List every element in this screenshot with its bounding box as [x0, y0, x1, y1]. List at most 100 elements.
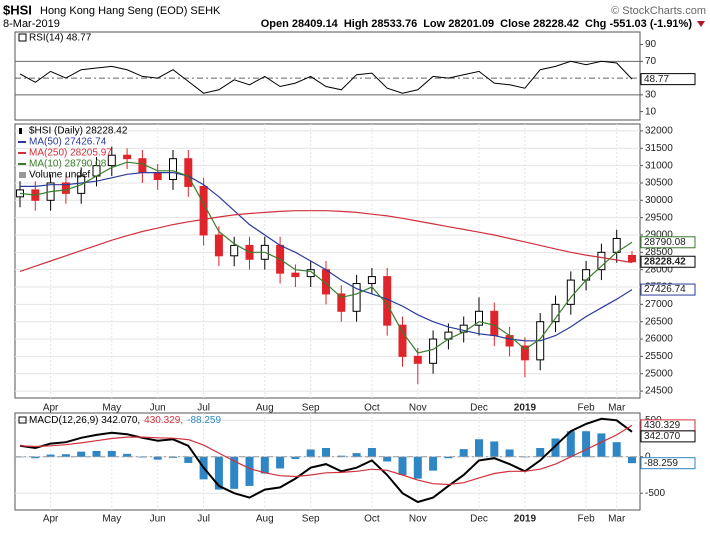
- histogram-bar: [260, 456, 269, 474]
- candle-body: [199, 185, 208, 236]
- histogram-bar: [169, 456, 177, 458]
- value-tag-box: [640, 236, 696, 249]
- candle-body: [230, 244, 239, 257]
- histogram-bar: [383, 456, 392, 462]
- candle-body: [214, 234, 223, 257]
- candle-body: [597, 251, 606, 271]
- candle-body: [490, 310, 499, 337]
- down-arrow: [697, 21, 705, 27]
- candle-body: [628, 254, 636, 263]
- x-tick-label: Feb: [577, 403, 595, 414]
- histogram-bar: [612, 442, 621, 457]
- x-tick-label: Oct: [364, 403, 380, 414]
- y-tick-label: 24500: [645, 386, 673, 397]
- histogram-bar: [367, 448, 376, 457]
- histogram-bar: [582, 431, 591, 457]
- x-tick-label: Nov: [409, 403, 427, 414]
- legend-label: $HSI (Daily) 28228.42: [29, 126, 128, 137]
- y-tick-label: 25500: [645, 351, 673, 362]
- histogram-bar: [429, 456, 438, 471]
- annotation: Volume undef: [29, 170, 90, 181]
- y-tick-label: 30500: [645, 178, 673, 189]
- x-tick-label: Mar: [608, 514, 626, 525]
- y-tick-label: 0: [645, 451, 651, 462]
- histogram-bar: [230, 456, 239, 489]
- value-tag-box: [640, 73, 696, 86]
- x-tick-label: Jul: [197, 514, 210, 525]
- quote-item: Chg -551.03 (-1.91%): [585, 18, 692, 30]
- candle-body: [566, 279, 575, 305]
- legend-part: MACD(12,26,9) 342.070,: [29, 415, 140, 426]
- histogram-bar: [505, 449, 514, 457]
- histogram-bar: [77, 451, 86, 457]
- y-tick-label: 30: [645, 89, 657, 100]
- candle-body: [398, 324, 407, 357]
- value-tag: 430.329: [644, 420, 681, 431]
- x-tick-label: Mar: [608, 403, 626, 414]
- x-tick-label: Sep: [302, 514, 320, 525]
- histogram-bar: [107, 450, 116, 457]
- histogram-bar: [92, 450, 101, 457]
- candle-body: [352, 283, 361, 312]
- x-tick-label: Feb: [577, 514, 595, 525]
- macd-line: [19, 417, 633, 504]
- histogram-bar: [245, 456, 254, 486]
- y-tick-label: 26000: [645, 334, 673, 345]
- x-tick-label: Nov: [409, 514, 427, 525]
- histogram-bar: [536, 448, 545, 457]
- y-tick-label: 27000: [645, 299, 673, 310]
- candle-body: [184, 158, 193, 187]
- value-tag-box: [640, 283, 696, 296]
- macd-line: [19, 424, 633, 486]
- histogram-bar: [413, 456, 422, 479]
- histogram-bar: [444, 456, 453, 459]
- x-tick-label: Jun: [150, 403, 166, 414]
- x-tick-label: May: [102, 514, 121, 525]
- panel: [14, 412, 641, 511]
- histogram-bar: [153, 456, 162, 460]
- x-tick-label: Aug: [256, 514, 274, 525]
- legend-icon: [19, 172, 26, 178]
- y-tick-label: 28000: [645, 264, 673, 275]
- y-tick-label: 29000: [645, 230, 673, 241]
- y-tick-label: 25000: [645, 368, 673, 379]
- legend-part: -88.259: [187, 415, 221, 426]
- y-tick-label: 28500: [645, 247, 673, 258]
- histogram-bar: [322, 448, 330, 457]
- candle-body: [107, 154, 116, 167]
- value-tag: 28790.08: [644, 237, 686, 248]
- copyright: © StockCharts.com: [611, 5, 706, 17]
- x-tick-label: Apr: [43, 514, 59, 525]
- x-tick-label: Oct: [364, 514, 380, 525]
- legend-icon: [19, 128, 22, 134]
- histogram-bar: [46, 454, 55, 457]
- x-tick-label: Aug: [256, 403, 274, 414]
- legend-label: MA(50) 27426.74: [29, 137, 107, 148]
- candle-body: [123, 154, 132, 160]
- histogram-bar: [475, 439, 483, 457]
- value-tag: -88.259: [644, 458, 678, 469]
- moving-average: [19, 210, 633, 272]
- histogram-bar: [490, 441, 499, 457]
- histogram-bar: [597, 433, 606, 457]
- candle-body: [153, 172, 162, 180]
- x-tick-label: Jun: [150, 514, 166, 525]
- legend-label: MACD(12,26,9) 342.070, 430.329, -88.259: [29, 415, 221, 426]
- histogram-bar: [566, 431, 575, 457]
- x-tick-label: Dec: [470, 514, 488, 525]
- histogram-bar: [459, 449, 468, 457]
- rsi-line: [19, 60, 633, 94]
- y-tick-label: 26500: [645, 316, 673, 327]
- candle-body: [475, 310, 483, 326]
- y-tick-label: 70: [645, 56, 657, 67]
- value-tag: 342.070: [644, 431, 681, 442]
- y-tick-label: 31500: [645, 143, 673, 154]
- moving-average: [20, 172, 633, 342]
- value-tag: 48.77: [644, 74, 669, 85]
- x-tick-label: Dec: [470, 403, 488, 414]
- y-tick-label: -500: [645, 488, 665, 499]
- histogram-bar: [31, 456, 40, 459]
- histogram-bar: [628, 456, 636, 464]
- panel: [14, 123, 641, 399]
- panel: [14, 31, 641, 121]
